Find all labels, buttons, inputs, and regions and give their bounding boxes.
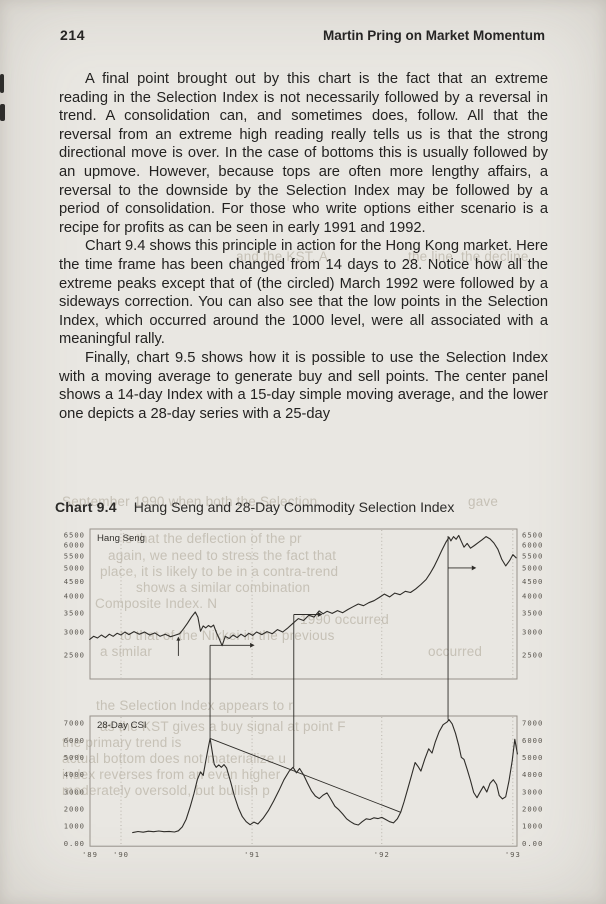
bleedthrough-text: gave	[468, 494, 499, 509]
arrowhead-icon	[317, 612, 323, 617]
panel-frame-1	[89, 715, 518, 847]
y-tick-label: 2000	[64, 804, 85, 813]
y-tick-label: 5000	[64, 753, 85, 762]
bleedthrough-text: the primary trend is	[62, 735, 182, 750]
body-text: A final point brought out by this chart …	[59, 70, 548, 423]
y-tick-label: 4000	[64, 592, 85, 601]
y-tick-label: 3500	[522, 608, 543, 617]
y-tick-label: 2500	[522, 651, 543, 660]
scan-smudge	[0, 104, 5, 121]
hang-seng-line	[89, 534, 517, 647]
y-tick-label: 6500	[64, 531, 85, 540]
x-tick-label: '90	[113, 850, 129, 859]
y-tick-label: 1000	[522, 822, 543, 831]
y-tick-label: 3000	[64, 787, 85, 796]
bleedthrough-text: September 1990 when both the Selection	[62, 494, 318, 509]
y-tick-label: 4500	[64, 577, 85, 586]
y-tick-label: 3000	[64, 628, 85, 637]
bleedthrough-text: a similar	[100, 644, 153, 659]
y-tick-label: 1000	[64, 822, 85, 831]
y-tick-label: 3500	[64, 608, 85, 617]
y-tick-label: 3000	[522, 628, 543, 637]
y-tick-label: 4000	[522, 592, 543, 601]
bleedthrough-text: the line, the decline	[408, 249, 529, 264]
y-tick-label: 6000	[64, 736, 85, 745]
bleedthrough-text: 1990 occurred	[300, 612, 389, 627]
y-tick-label: 5000	[64, 564, 85, 573]
running-head: Martin Pring on Market Momentum	[322, 28, 545, 43]
csi-downtrend-line	[209, 738, 401, 813]
bleedthrough-text: shows a similar combination	[136, 580, 311, 595]
x-tick-label: '89	[82, 850, 98, 859]
y-tick-label: 0.00	[522, 839, 543, 848]
y-tick-label: 2000	[522, 804, 543, 813]
csi-line	[132, 719, 518, 834]
body-paragraph-3: Finally, chart 9.5 shows how it is possi…	[59, 349, 548, 422]
y-tick-label: 4000	[64, 770, 85, 779]
bleedthrough-text: actual bottom does not materialize u	[62, 751, 287, 766]
x-tick-label: '92	[374, 850, 390, 859]
scan-smudge	[0, 74, 4, 93]
y-tick-label: 4000	[522, 770, 543, 779]
x-tick-label: '91	[244, 850, 260, 859]
page-number: 214	[60, 27, 86, 43]
bleedthrough-text: is that the deflection of the pr	[122, 531, 302, 546]
y-tick-label: 5000	[522, 753, 543, 762]
bleedthrough-text: Composite Index. N	[95, 596, 218, 611]
bleedthrough-text: to that of the Nikkei in the previous	[120, 628, 335, 643]
y-tick-label: 5000	[522, 564, 543, 573]
y-tick-label: 0.00	[64, 839, 85, 848]
arrowhead-icon	[176, 636, 181, 641]
bleedthrough-text: index reverses from an even higher	[62, 767, 281, 782]
arrowhead-icon	[250, 642, 255, 648]
y-tick-label: 7000	[522, 719, 543, 728]
y-tick-label: 2500	[64, 651, 85, 660]
y-tick-label: 3000	[522, 787, 543, 796]
y-tick-label: 6500	[522, 531, 543, 540]
y-tick-label: 5500	[522, 552, 543, 561]
bleedthrough-text: place, it is likely to be in a contra-tr…	[100, 564, 339, 579]
bleedthrough-text: the Selection Index appears to r	[96, 698, 294, 713]
y-tick-label: 6000	[522, 736, 543, 745]
panel-title-28-day-csi: 28-Day CSI	[97, 720, 147, 731]
panel-frame-0	[89, 528, 518, 680]
caption-title: Hang Seng and 28-Day Commodity Selection…	[133, 499, 455, 515]
body-paragraph-2: Chart 9.4 shows this principle in action…	[59, 238, 548, 348]
bleedthrough-text: and the KST. A	[236, 249, 329, 264]
y-tick-label: 6000	[522, 541, 543, 550]
y-tick-label: 4500	[522, 577, 543, 586]
bleedthrough-text: as the KST gives a buy signal at point F	[100, 719, 346, 734]
bleedthrough-text: occurred	[428, 644, 483, 659]
bleedthrough-text: again, we need to stress the fact that	[108, 548, 337, 563]
bleedthrough-text: moderately oversold, but bullish p	[62, 783, 270, 798]
y-tick-label: 5500	[64, 552, 85, 561]
y-tick-label: 6000	[64, 541, 85, 550]
chart-caption: Chart 9.4 Hang Seng and 28-Day Commodity …	[55, 499, 454, 515]
panel-title-hang-seng: Hang Seng	[97, 533, 145, 544]
body-paragraph-1: A final point brought out by this chart …	[59, 71, 548, 236]
caption-label: Chart 9.4	[55, 499, 117, 515]
y-tick-label: 7000	[64, 719, 85, 728]
x-tick-label: '93	[505, 850, 521, 859]
arrowhead-icon	[471, 565, 477, 571]
